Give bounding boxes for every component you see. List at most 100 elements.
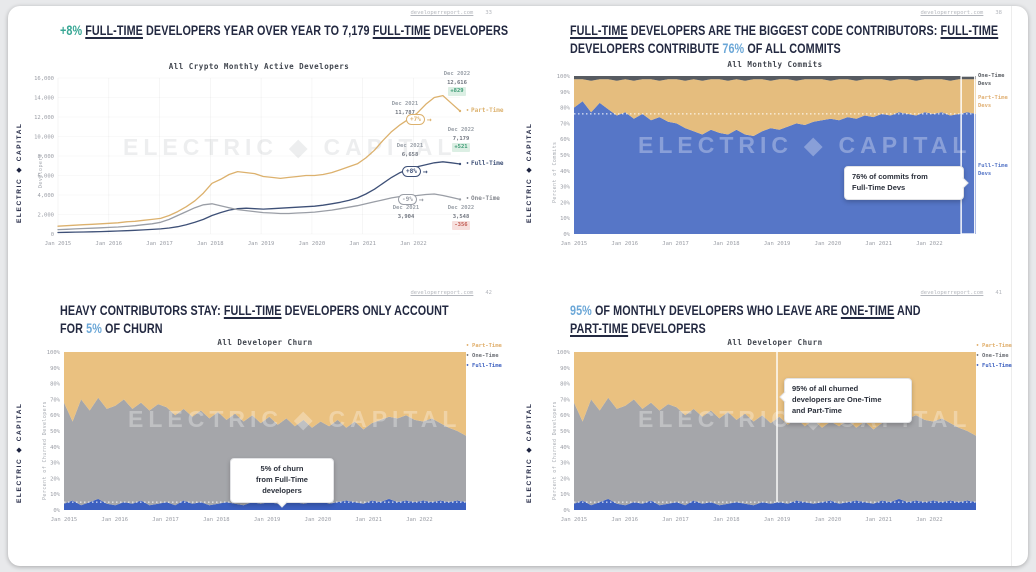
svg-text:10%: 10% xyxy=(560,216,571,222)
svg-text:Jan 2015: Jan 2015 xyxy=(45,241,72,247)
pct-bubble-full-time: +8% → xyxy=(402,166,428,177)
chart-canvas-commits: 100% 90% 80% 70% 60% 50% 40% 30% 20% 10% 0% Jan 201… xyxy=(557,74,976,247)
svg-text:Jan 2016: Jan 2016 xyxy=(612,241,639,247)
site-link[interactable]: developerreport.com xyxy=(920,290,984,296)
svg-text:Jan 2018: Jan 2018 xyxy=(203,517,230,523)
svg-text:6,000: 6,000 xyxy=(37,174,54,180)
delta-chip: -356 xyxy=(452,221,470,230)
slide-title: +8% FULL-TIME DEVELOPERS YEAR OVER YEAR … xyxy=(60,23,509,38)
svg-text:Jan 2017: Jan 2017 xyxy=(152,517,179,523)
svg-text:Jan 2017: Jan 2017 xyxy=(662,517,689,523)
slide-developer-churn-95pct: developerreport.com 41 95% OF MONTHLY DE… xyxy=(518,286,1028,566)
pct-bubble-part-time: +7% → xyxy=(406,114,432,125)
svg-text:0: 0 xyxy=(51,232,54,238)
svg-text:0%: 0% xyxy=(563,232,570,238)
annotation-one-time-dec2021: Dec 2021 3,904 xyxy=(392,205,420,220)
slide-monthly-active-devs: developerreport.com 33 +8% FULL-TIME DEV… xyxy=(8,6,518,286)
chart-title: All Developer Churn xyxy=(727,338,823,347)
callout-76-percent: 76% of commits from Full-Time Devs xyxy=(844,166,969,200)
corner-link[interactable]: developerreport.com 41 xyxy=(920,290,1002,296)
arrow-icon: → xyxy=(418,194,424,204)
chart-legend: • Part-Time • One-Time • Full-Time xyxy=(466,343,502,370)
svg-text:40%: 40% xyxy=(50,445,61,451)
svg-text:Jan 2022: Jan 2022 xyxy=(406,517,433,523)
delta-chip: +829 xyxy=(448,87,466,96)
corner-link[interactable]: developerreport.com 38 xyxy=(920,10,1002,16)
svg-text:Jan 2020: Jan 2020 xyxy=(305,517,332,523)
site-link[interactable]: developerreport.com xyxy=(920,10,984,16)
annotation-full-time-dec2022: Dec 2022 7,179 +521 xyxy=(447,127,475,152)
svg-text:Jan 2022: Jan 2022 xyxy=(916,241,943,247)
chart-title: All Monthly Commits xyxy=(727,60,823,69)
svg-text:60%: 60% xyxy=(560,413,571,419)
svg-text:Jan 2015: Jan 2015 xyxy=(561,517,588,523)
svg-text:10,000: 10,000 xyxy=(34,135,54,141)
series-label-one-time: • One-Time xyxy=(466,195,500,202)
svg-text:Jan 2022: Jan 2022 xyxy=(400,241,427,247)
area-label-full-time-devs: Full-Time Devs xyxy=(978,163,1008,178)
svg-text:Jan 2020: Jan 2020 xyxy=(815,517,842,523)
svg-text:40%: 40% xyxy=(560,445,571,451)
slide-title: HEAVY CONTRIBUTORS STAY: FULL-TIME DEVEL… xyxy=(60,303,449,337)
dot-icon: • xyxy=(466,363,470,370)
pct-bubble-one-time: -9% → xyxy=(398,194,424,205)
dot-icon: • xyxy=(466,196,470,202)
svg-text:0%: 0% xyxy=(563,508,570,514)
svg-text:20%: 20% xyxy=(560,200,571,206)
svg-text:30%: 30% xyxy=(560,461,571,467)
site-link[interactable]: developerreport.com xyxy=(410,290,474,296)
slide-developer-churn-5pct: developerreport.com 42 HEAVY CONTRIBUTOR… xyxy=(8,286,518,566)
series-label-full-time: • Full-Time xyxy=(466,160,504,167)
corner-link[interactable]: developerreport.com 33 xyxy=(410,10,492,16)
corner-link[interactable]: developerreport.com 42 xyxy=(410,290,492,296)
svg-text:Jan 2016: Jan 2016 xyxy=(612,517,639,523)
area-label-part-time-devs: Part-Time Devs xyxy=(978,95,1008,110)
chart-canvas-churn: 100% 90% 80% 70% 60% 50% 40% 30% 20% 10% 0% Jan 201… xyxy=(47,350,466,523)
dot-icon: • xyxy=(466,108,470,114)
svg-text:90%: 90% xyxy=(50,366,61,372)
svg-text:Jan 2017: Jan 2017 xyxy=(146,241,173,247)
svg-text:Jan 2021: Jan 2021 xyxy=(865,241,892,247)
svg-text:Jan 2018: Jan 2018 xyxy=(197,241,224,247)
svg-text:30%: 30% xyxy=(560,185,571,191)
svg-text:100%: 100% xyxy=(557,350,571,356)
dot-icon: • xyxy=(976,363,980,370)
slide-monthly-commits: developerreport.com 38 FULL-TIME DEVELOP… xyxy=(518,6,1028,286)
svg-text:20%: 20% xyxy=(560,476,571,482)
svg-text:Jan 2019: Jan 2019 xyxy=(764,241,791,247)
svg-text:Jan 2016: Jan 2016 xyxy=(96,241,123,247)
arrow-icon: → xyxy=(422,166,428,176)
chart-title: All Developer Churn xyxy=(217,338,313,347)
svg-text:Jan 2022: Jan 2022 xyxy=(916,517,943,523)
arrow-icon: → xyxy=(426,114,432,124)
svg-text:30%: 30% xyxy=(50,461,61,467)
dot-icon: • xyxy=(466,353,470,360)
svg-text:12,000: 12,000 xyxy=(34,115,54,121)
report-card: developerreport.com 33 +8% FULL-TIME DEV… xyxy=(8,6,1028,566)
annotation-part-time-dec2021: Dec 2021 11,787 xyxy=(391,101,419,116)
annotation-part-time-dec2022: Dec 2022 12,616 +829 xyxy=(443,71,471,96)
svg-text:Jan 2021: Jan 2021 xyxy=(349,241,376,247)
svg-text:50%: 50% xyxy=(560,153,571,159)
svg-text:2,000: 2,000 xyxy=(37,213,54,219)
svg-text:14,000: 14,000 xyxy=(34,96,54,102)
svg-text:Jan 2020: Jan 2020 xyxy=(299,241,326,247)
chart-canvas-churn: 100% 90% 80% 70% 60% 50% 40% 30% 20% 10% 0% Jan 201… xyxy=(557,350,976,523)
site-link[interactable]: developerreport.com xyxy=(410,10,474,16)
callout-95-percent: 95% of all churned developers are One-Ti… xyxy=(779,378,912,423)
area-label-one-time-devs: One-Time Devs xyxy=(978,73,1005,88)
svg-text:80%: 80% xyxy=(560,382,571,388)
series-label-part-time: • Part-Time xyxy=(466,107,504,114)
chart-canvas-active-devs: 16,000 14,000 12,000 10,000 8,000 6,000 4,000 2… xyxy=(34,76,462,247)
svg-text:100%: 100% xyxy=(557,74,571,80)
svg-text:Jan 2016: Jan 2016 xyxy=(102,517,129,523)
delta-chip: +521 xyxy=(452,143,470,152)
svg-text:40%: 40% xyxy=(560,169,571,175)
dot-icon: • xyxy=(976,343,980,350)
svg-text:0%: 0% xyxy=(53,508,60,514)
svg-text:Jan 2015: Jan 2015 xyxy=(561,241,588,247)
svg-text:80%: 80% xyxy=(50,382,61,388)
svg-text:Jan 2015: Jan 2015 xyxy=(51,517,78,523)
page-number: 42 xyxy=(485,290,492,296)
svg-text:Jan 2020: Jan 2020 xyxy=(815,241,842,247)
